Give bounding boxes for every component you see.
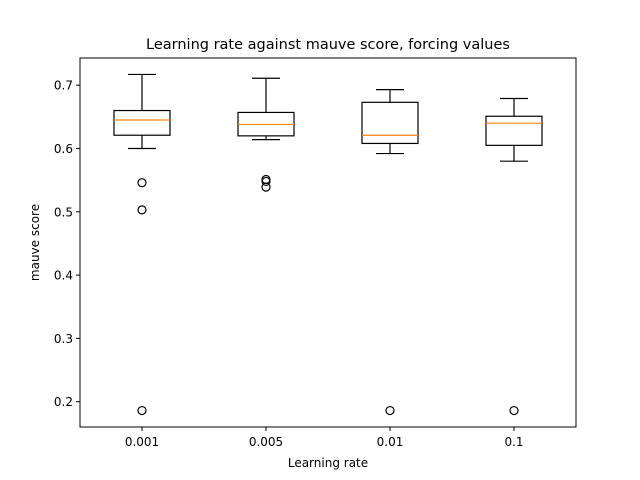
chart-title: Learning rate against mauve score, forci… (146, 37, 510, 53)
outlier-point (261, 174, 271, 185)
x-axis: 0.001 0.005 0.01 0.1 (125, 427, 524, 449)
x-tick-label: 0.01 (377, 435, 404, 449)
box-0-01 (361, 89, 419, 416)
outlier-point (385, 405, 395, 416)
y-tick-label: 0.5 (54, 205, 73, 219)
y-axis-label: mauve score (28, 204, 42, 281)
x-tick-label: 0.001 (125, 435, 159, 449)
box-0-1 (485, 97, 543, 416)
outlier-point (509, 405, 519, 416)
outlier-point (261, 182, 271, 192)
iqr-box (361, 101, 419, 145)
box-0-005 (237, 77, 295, 192)
x-tick-label: 0.1 (504, 435, 523, 449)
plot-area (79, 57, 577, 428)
outlier-point (261, 176, 271, 187)
y-tick-label: 0.6 (54, 142, 73, 156)
box-0-001 (113, 73, 171, 416)
y-axis: 0.2 0.3 0.4 0.5 0.6 0.7 (54, 79, 80, 409)
y-tick-label: 0.2 (54, 395, 73, 409)
x-axis-label: Learning rate (288, 456, 368, 470)
y-tick-label: 0.4 (54, 269, 73, 283)
outlier-point (137, 205, 147, 215)
outlier-point (137, 405, 147, 416)
x-tick-label: 0.005 (249, 435, 283, 449)
iqr-box (485, 115, 543, 146)
y-tick-label: 0.3 (54, 332, 73, 346)
y-tick-label: 0.7 (54, 79, 73, 93)
box-series (113, 73, 543, 416)
iqr-box (113, 109, 171, 136)
outlier-point (137, 178, 147, 188)
